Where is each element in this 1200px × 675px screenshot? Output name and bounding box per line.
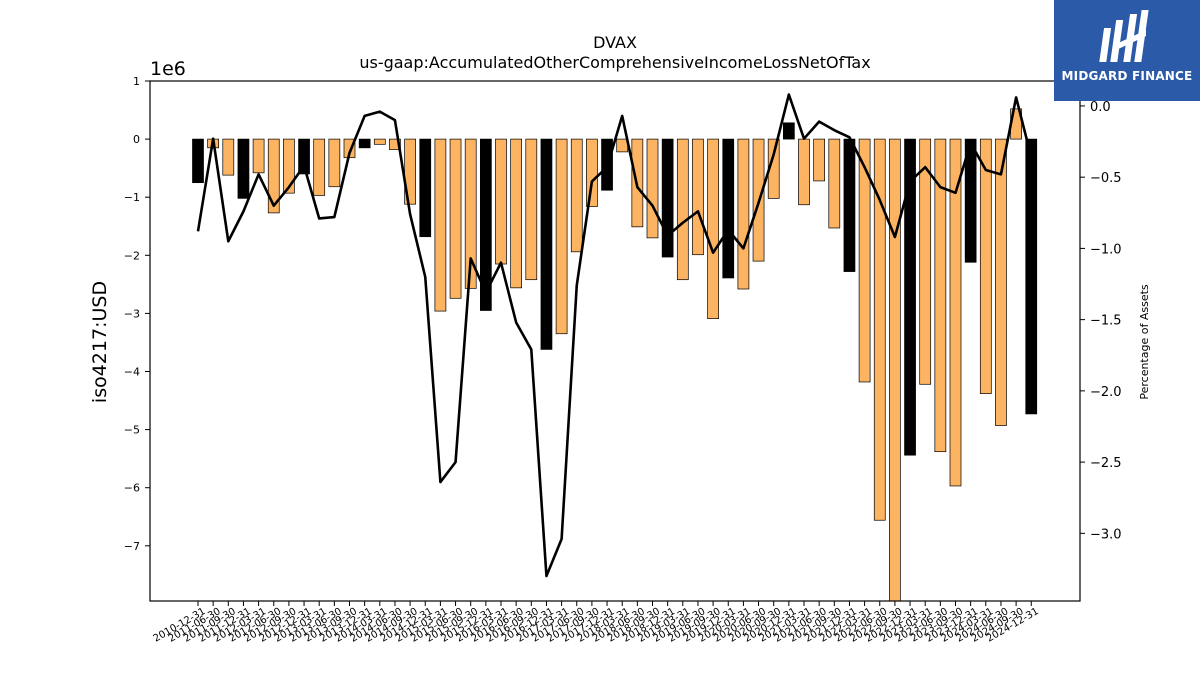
y2-axis-label: Percentage of Assets: [1138, 284, 1151, 400]
bar: [889, 138, 901, 602]
y2-tick-label: −2.5: [1090, 456, 1122, 471]
bar: [464, 138, 477, 289]
bar: [919, 138, 932, 385]
y2-tick-label: −1.0: [1090, 242, 1122, 257]
chart-title: DVAX: [593, 33, 637, 52]
bar: [934, 138, 947, 453]
bar: [964, 138, 977, 263]
bar: [692, 138, 704, 256]
y-tick-label: −2: [124, 249, 140, 262]
bar: [1025, 138, 1038, 415]
bar: [737, 138, 750, 290]
bar: [798, 138, 810, 206]
bar: [843, 138, 856, 272]
y2-tick-label: −2.0: [1090, 385, 1122, 400]
bar: [252, 138, 265, 174]
y-tick-label: −5: [124, 424, 140, 437]
bar: [616, 138, 629, 153]
bar: [676, 138, 689, 281]
y2-tick-label: −3.0: [1090, 527, 1122, 542]
brand-name: MIDGARD FINANCE: [1061, 69, 1193, 83]
bar: [313, 138, 326, 196]
bar: [283, 138, 295, 194]
percentage-line-series: [196, 93, 1033, 578]
bar: [237, 138, 250, 199]
y-tick-label: −3: [124, 307, 140, 320]
bar: [404, 138, 416, 205]
bar: [434, 138, 447, 312]
bar: [586, 138, 598, 207]
bar: [449, 138, 462, 299]
y-axis-label: iso4217:USD: [89, 281, 111, 403]
bar: [389, 138, 401, 150]
brand-logo: MIDGARD FINANCE: [1054, 0, 1200, 101]
bar: [267, 138, 280, 214]
x-axis: 2010-12-312011-06-302011-09-302011-12-31…: [152, 601, 1041, 645]
y2-tick-label: −1.5: [1090, 314, 1122, 329]
bar: [707, 138, 719, 319]
bar: [328, 138, 341, 188]
bar: [222, 138, 235, 176]
y-offset-label: 1e6: [150, 58, 186, 80]
bar: [419, 138, 432, 238]
bar: [782, 122, 795, 140]
bar: [510, 138, 522, 289]
y2-tick-label: −0.5: [1090, 171, 1122, 186]
y-tick-label: −1: [124, 191, 140, 204]
bar: [979, 138, 992, 394]
bar: [858, 138, 871, 383]
bar: [646, 138, 659, 239]
y-axis: 1 0 −1 −2 −3 −4 −5 −6 −7: [124, 75, 150, 553]
y-tick-label: −7: [124, 540, 140, 553]
y-tick-label: −6: [124, 482, 140, 495]
midgard-logo-icon: [1099, 10, 1149, 62]
line-path: [196, 93, 1033, 578]
bar: [495, 138, 507, 265]
bar-series: [192, 108, 1038, 602]
y-tick-label: 0: [133, 133, 140, 146]
bar: [192, 138, 204, 184]
bar: [358, 138, 371, 149]
bar: [722, 138, 735, 279]
bar: [540, 138, 553, 350]
bar: [525, 138, 538, 281]
bar: [373, 138, 386, 145]
bar: [480, 138, 492, 311]
y-tick-label: −4: [124, 366, 140, 379]
bar: [813, 138, 826, 182]
bar: [873, 138, 886, 521]
bar: [298, 138, 310, 175]
bar: [555, 138, 568, 335]
bar: [661, 138, 674, 258]
bar: [828, 138, 841, 229]
y-tick-label: 1: [133, 75, 140, 88]
y2-tick-label: 0.0: [1090, 100, 1111, 115]
bar: [949, 138, 962, 487]
bar: [570, 138, 583, 253]
bar: [904, 138, 916, 456]
plot-frame: [149, 80, 1081, 602]
y2-axis: 0.0 −0.5 −1.0 −1.5 −2.0 −2.5 −3.0: [1080, 100, 1122, 542]
bar: [995, 138, 1007, 426]
chart-subtitle: us-gaap:AccumulatedOtherComprehensiveInc…: [359, 53, 870, 72]
